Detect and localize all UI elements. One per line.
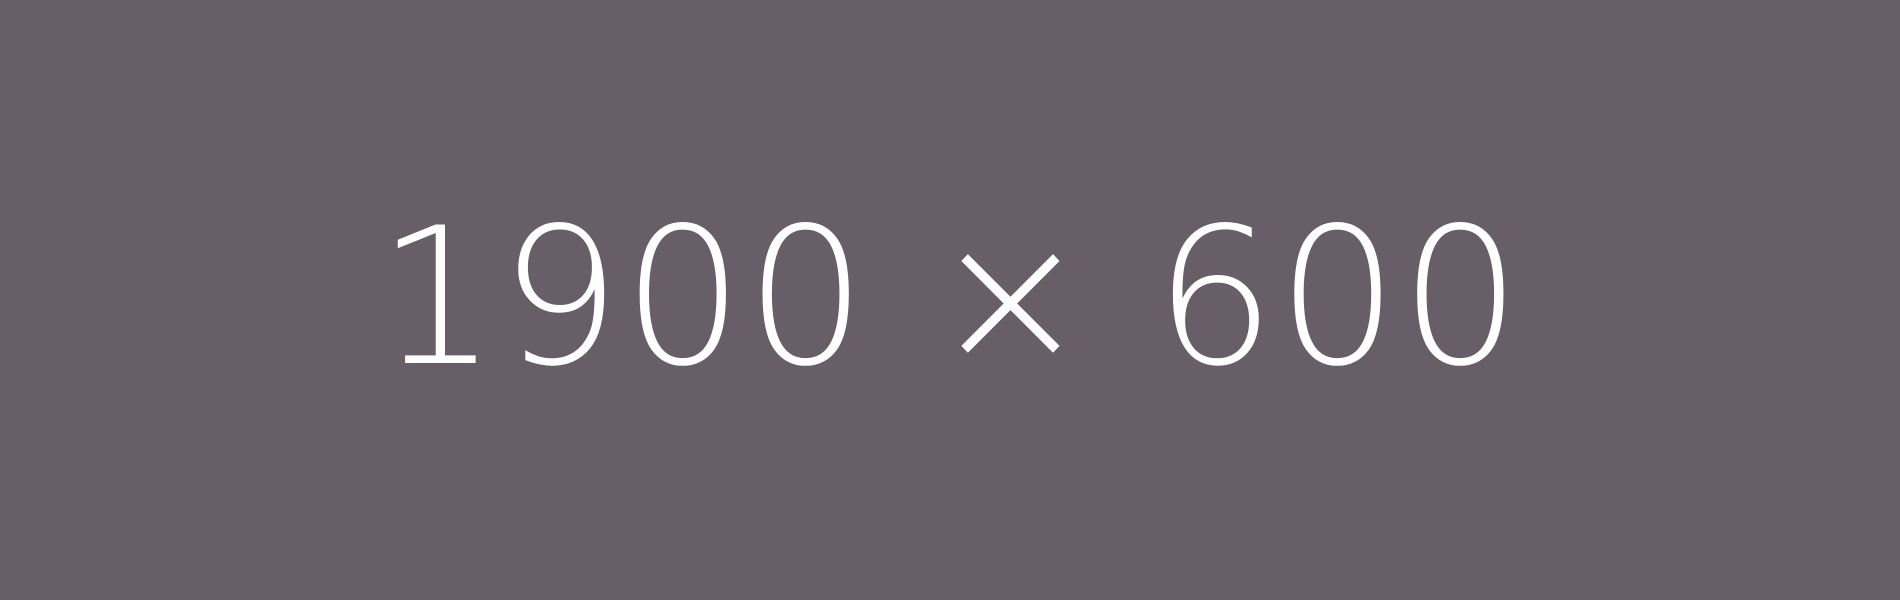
placeholder-dimensions-label: 1900 × 600 <box>376 187 1524 408</box>
